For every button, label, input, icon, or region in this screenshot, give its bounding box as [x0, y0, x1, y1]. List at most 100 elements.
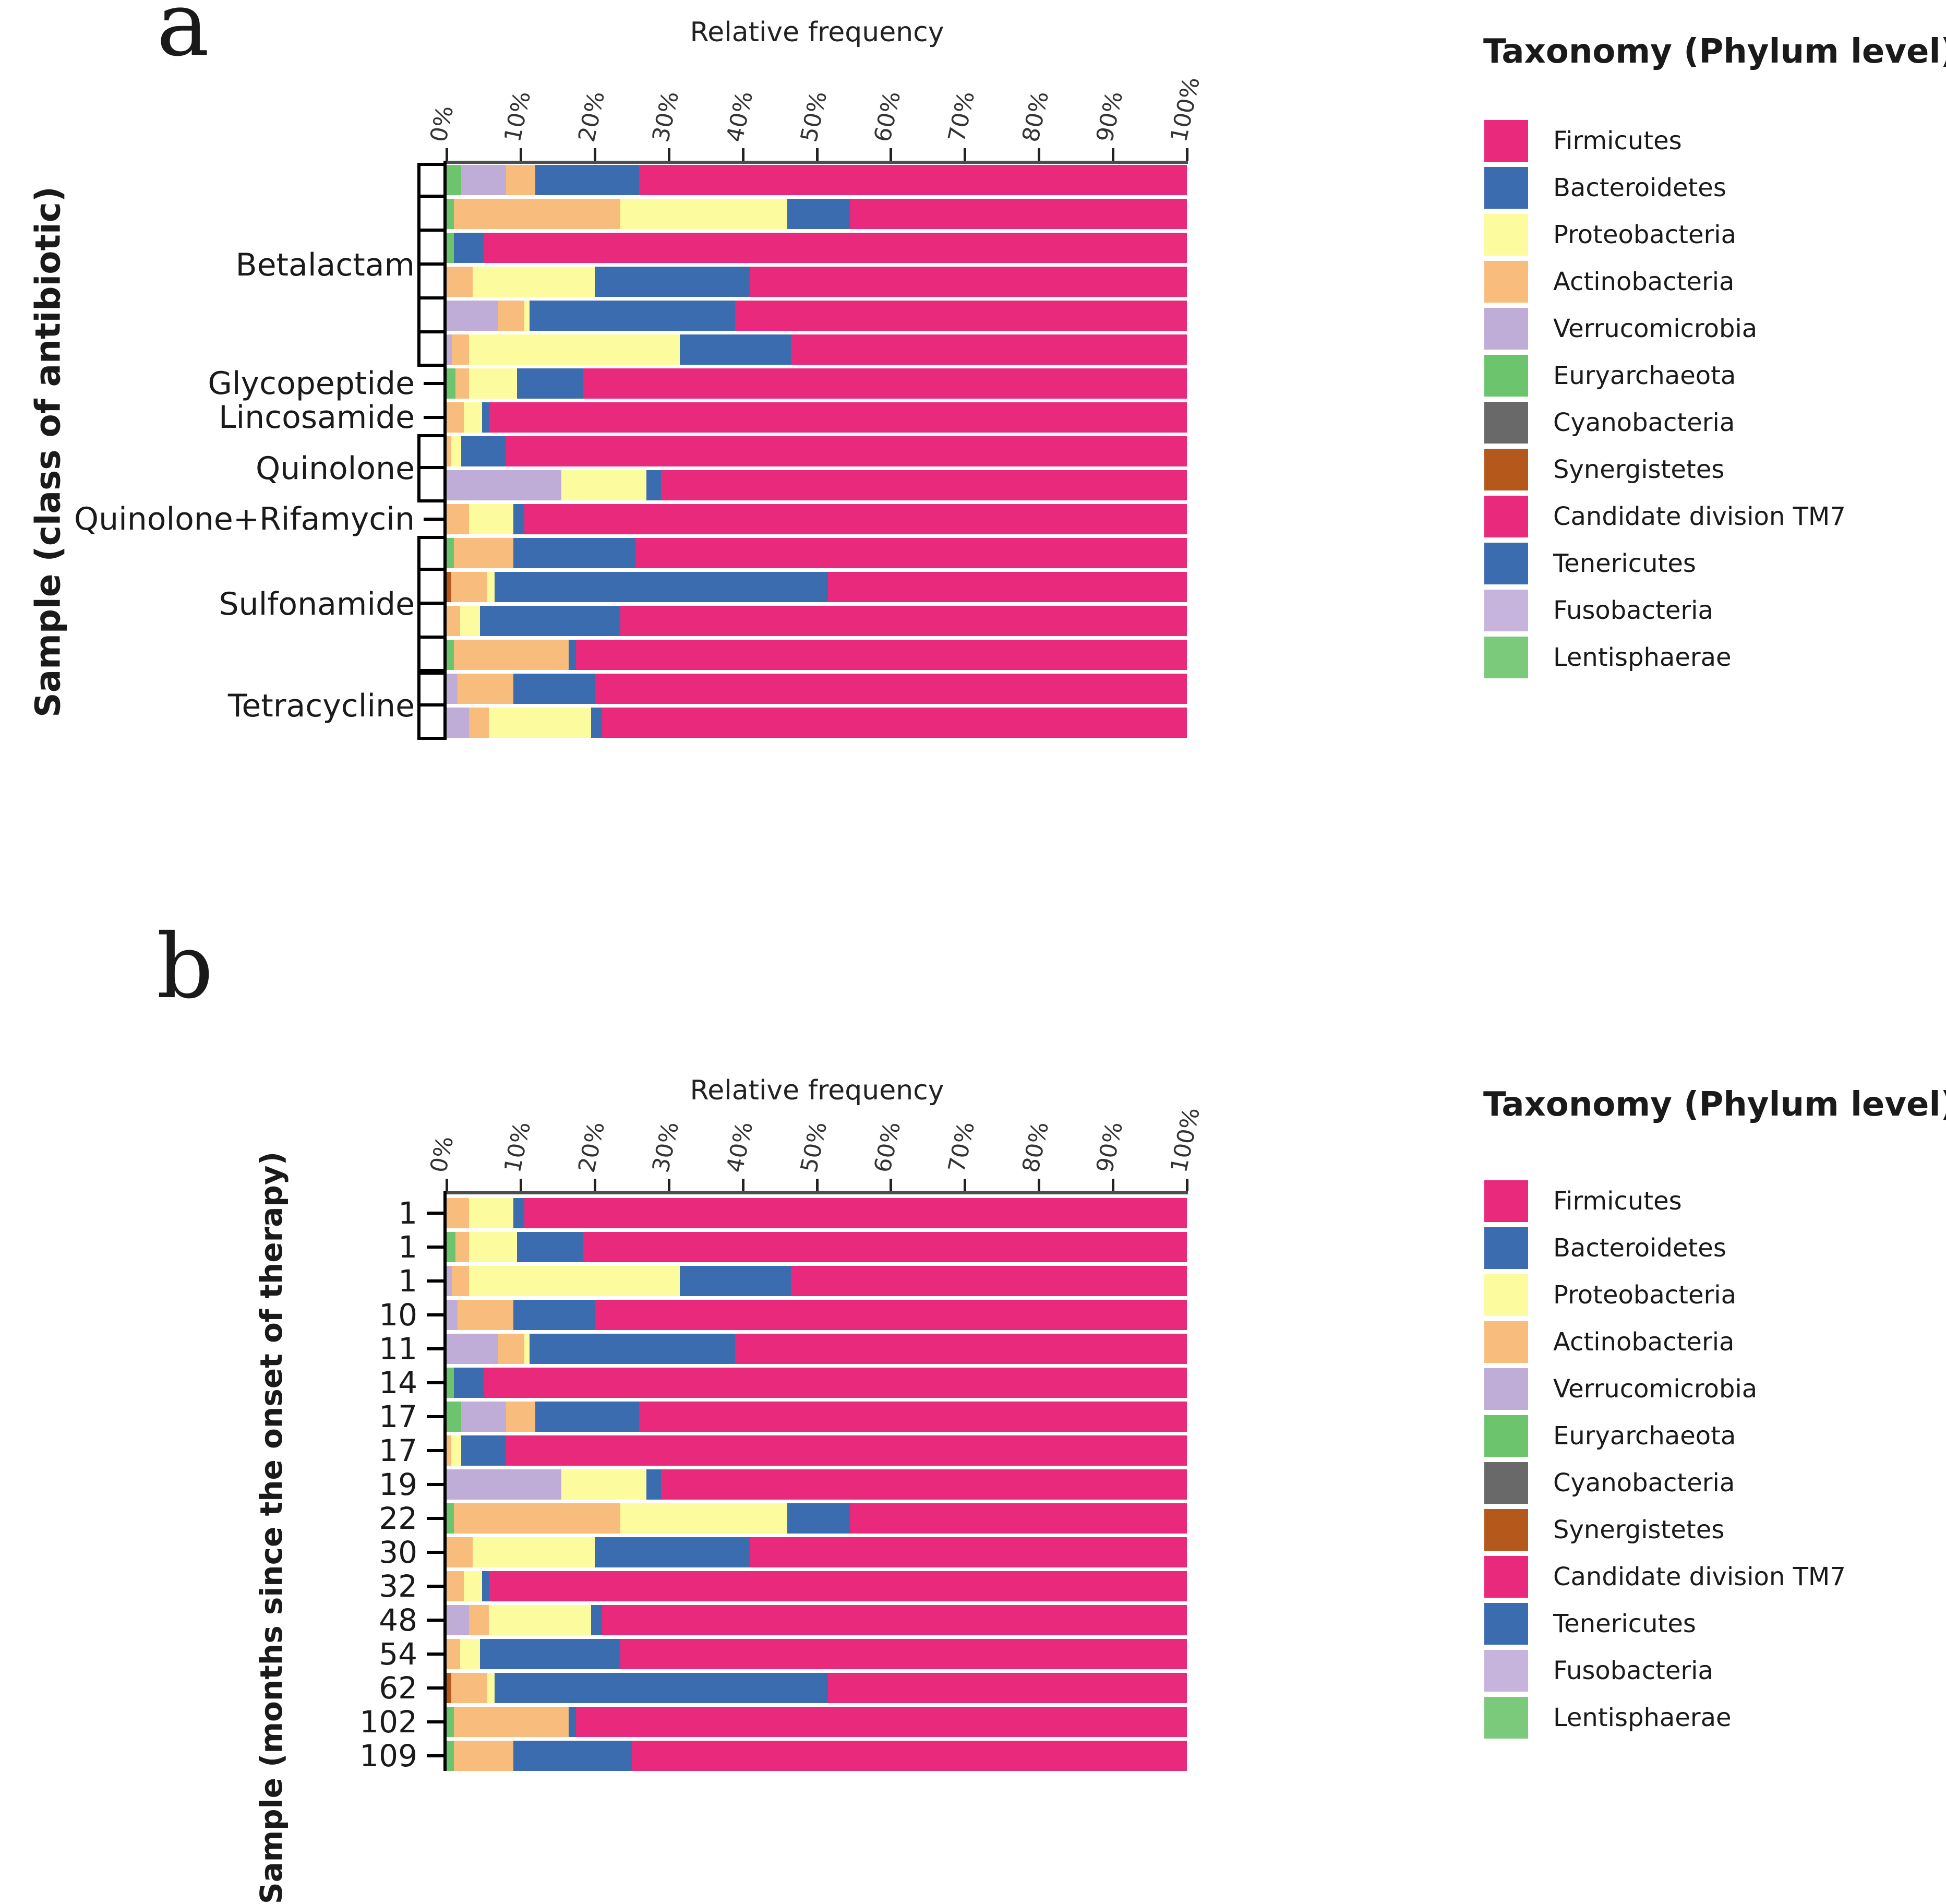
legend-swatch-lentisphaerae: [1484, 637, 1528, 678]
x-tick-label: 60%: [869, 89, 906, 145]
group-bracket: [417, 672, 447, 740]
y-tick-label: 32: [379, 1568, 417, 1604]
bar-segment-actinobacteria: [451, 572, 488, 602]
x-tick-label: 30%: [647, 89, 684, 145]
x-axis-line: [443, 161, 1188, 164]
bar-segment-verrucomicrobia: [447, 1266, 452, 1296]
bar-segment-firmicutes: [483, 1368, 1187, 1398]
legend-item-label: Firmicutes: [1553, 1187, 1682, 1216]
group-label: Tetracycline: [227, 687, 415, 724]
bar-segment-bacteroidetes: [461, 436, 506, 466]
bar-row: [447, 1368, 1187, 1398]
y-tick-label: 17: [379, 1433, 417, 1468]
group-bracket-rung: [421, 229, 443, 232]
bar-segment-proteobacteria: [451, 1435, 462, 1466]
bar-row: [447, 606, 1187, 636]
x-tick-label: 80%: [1017, 89, 1054, 145]
bar-segment-bacteroidetes: [461, 1435, 506, 1466]
bar-row: [447, 708, 1187, 738]
x-axis-tick: [741, 1179, 744, 1191]
bar-row: [447, 368, 1187, 399]
bar-segment-proteobacteria: [472, 267, 595, 297]
bar-segment-proteobacteria: [488, 1605, 591, 1635]
bar-segment-actinobacteria: [447, 606, 460, 636]
bar-segment-firmicutes: [735, 1334, 1187, 1364]
bar-row: [447, 470, 1187, 500]
x-tick-label: 30%: [647, 1119, 684, 1175]
bar-row: [447, 1503, 1187, 1534]
bar-segment-firmicutes: [583, 368, 1187, 399]
bar-segment-firmicutes: [635, 538, 1187, 568]
bar-segment-firmicutes: [827, 1673, 1187, 1703]
group-bracket-rung: [421, 568, 443, 571]
x-axis-tick: [1186, 148, 1188, 161]
bar-segment-actinobacteria: [454, 1741, 513, 1771]
bar-row: [447, 572, 1187, 602]
bar-row: [447, 165, 1187, 195]
x-tick-label: 40%: [721, 89, 758, 145]
panel-letter-a: a: [157, 0, 210, 76]
y-axis-tick: [427, 1483, 447, 1486]
bar-segment-actinobacteria: [451, 1266, 469, 1296]
bar-segment-euryarchaeota: [447, 1707, 454, 1737]
legend-swatch-candidate-division-tm7: [1484, 1556, 1528, 1598]
y-axis-tick: [427, 1551, 447, 1554]
group-label: Lincosamide: [219, 399, 415, 436]
bar-segment-bacteroidetes: [569, 640, 576, 670]
bar-segment-proteobacteria: [620, 199, 787, 229]
legend-swatch-bacteroidetes: [1484, 1227, 1528, 1269]
bar-segment-euryarchaeota: [447, 1232, 456, 1262]
y-axis-tick: [427, 1754, 447, 1757]
x-axis-tick: [667, 1179, 670, 1191]
x-axis-tick: [446, 148, 448, 161]
legend-item-label: Fusobacteria: [1553, 596, 1713, 625]
bar-segment-verrucomicrobia: [447, 708, 469, 738]
bar-segment-euryarchaeota: [447, 1402, 462, 1432]
y-tick-label: 1: [398, 1195, 417, 1231]
x-tick-label: 40%: [721, 1119, 758, 1175]
bar-segment-actinobacteria: [469, 1605, 489, 1635]
y-axis-tick: [427, 1381, 447, 1384]
bar-segment-verrucomicrobia: [447, 674, 458, 704]
bar-segment-proteobacteria: [463, 1571, 483, 1601]
x-axis-tick: [964, 148, 967, 161]
legend-swatch-firmicutes: [1484, 120, 1528, 162]
bar-segment-actinobacteria: [451, 1673, 488, 1703]
x-axis-tick: [815, 148, 819, 161]
bar-segment-proteobacteria: [472, 1537, 595, 1567]
x-axis-tick: [964, 1179, 967, 1191]
bar-segment-verrucomicrobia: [447, 334, 452, 365]
x-tick-label: 10%: [499, 1119, 536, 1175]
x-tick-label: 90%: [1091, 89, 1128, 145]
bar-segment-firmicutes: [620, 606, 1187, 636]
bar-segment-euryarchaeota: [447, 368, 456, 399]
y-axis-tick: [427, 1313, 447, 1316]
panel-letter-b: b: [157, 915, 213, 1019]
x-axis-tick: [890, 148, 893, 161]
legend-item-label: Verrucomicrobia: [1553, 1374, 1758, 1404]
bar-segment-firmicutes: [827, 572, 1187, 602]
legend-item-label: Lentisphaerae: [1553, 1703, 1732, 1732]
group-tick: [424, 518, 447, 521]
group-bracket-rung: [421, 466, 443, 469]
bar-segment-proteobacteria: [524, 1334, 530, 1364]
bar-segment-proteobacteria: [469, 334, 680, 365]
bar-row: [447, 436, 1187, 466]
bar-segment-euryarchaeota: [447, 199, 454, 229]
bar-row: [447, 1469, 1187, 1500]
x-axis-tick: [1186, 1179, 1188, 1191]
bar-segment-actinobacteria: [451, 334, 469, 365]
bar-segment-proteobacteria: [524, 301, 530, 331]
y-tick-label: 17: [379, 1399, 417, 1434]
legend-swatch-tenericutes: [1484, 543, 1528, 584]
legend-item-label: Lentisphaerae: [1553, 643, 1732, 672]
legend-swatch-proteobacteria: [1484, 214, 1528, 256]
bar-segment-firmicutes: [790, 334, 1187, 365]
legend-swatch-fusobacteria: [1484, 1650, 1528, 1692]
x-axis-tick: [593, 148, 596, 161]
x-axis-tick: [1112, 148, 1115, 161]
group-label: Betalactam: [235, 246, 415, 283]
bar-segment-firmicutes: [750, 1537, 1187, 1567]
bar-segment-bacteroidetes: [513, 1300, 595, 1330]
bar-segment-actinobacteria: [469, 708, 489, 738]
